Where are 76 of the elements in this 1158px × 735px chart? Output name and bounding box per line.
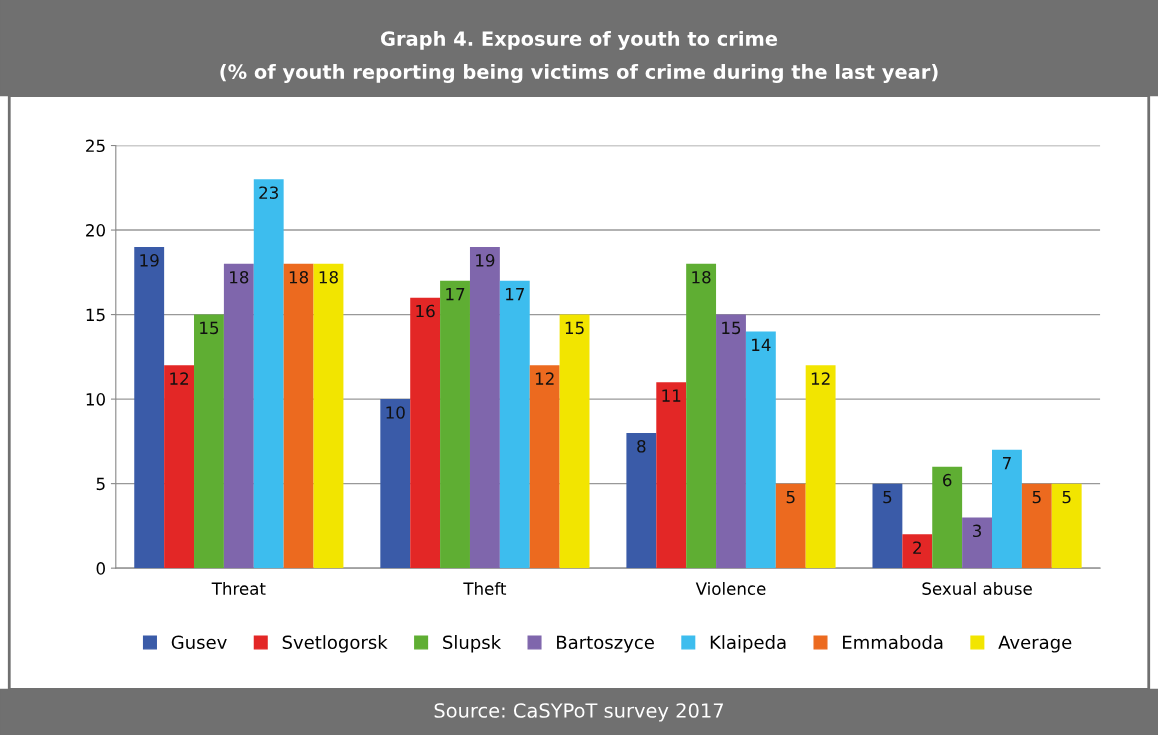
data-label: 10 bbox=[386, 406, 405, 419]
data-label: 8 bbox=[637, 439, 646, 453]
bar bbox=[626, 432, 657, 569]
data-label: 19 bbox=[476, 254, 495, 267]
legend-label: Bartoszyce bbox=[557, 635, 654, 653]
bar bbox=[283, 263, 314, 569]
bar bbox=[469, 246, 500, 569]
data-label: 5 bbox=[786, 490, 795, 504]
y-tick-label: 20 bbox=[86, 224, 105, 237]
legend-label: Slupsk bbox=[443, 635, 502, 653]
data-label: 15 bbox=[200, 321, 219, 335]
bar bbox=[499, 280, 530, 569]
legend-label: Klaipeda bbox=[710, 635, 786, 653]
legend-label: Gusev bbox=[171, 635, 227, 650]
data-label: 7 bbox=[1003, 457, 1011, 470]
bar bbox=[745, 331, 776, 569]
data-label: 5 bbox=[1062, 490, 1071, 504]
bar bbox=[1051, 483, 1082, 569]
source-note: Source: CaSYPoT survey 2017 bbox=[434, 703, 723, 722]
y-tick-label: 10 bbox=[86, 393, 105, 406]
data-label: 12 bbox=[811, 372, 830, 385]
legend-label: Svetlogorsk bbox=[282, 635, 388, 653]
data-label: 2 bbox=[913, 541, 921, 554]
x-tick-label: Violence bbox=[695, 582, 766, 595]
chart-title: Graph 4. Exposure of youth to crime bbox=[380, 30, 778, 50]
data-label: 18 bbox=[230, 270, 249, 284]
data-label: 12 bbox=[535, 372, 554, 385]
data-label: 14 bbox=[752, 338, 771, 351]
data-label: 5 bbox=[883, 490, 892, 504]
bar bbox=[380, 399, 411, 569]
data-label: 11 bbox=[662, 389, 681, 402]
data-label: 5 bbox=[1032, 490, 1041, 504]
bar bbox=[410, 297, 441, 569]
data-label: 23 bbox=[259, 186, 278, 199]
legend-label: Average bbox=[998, 635, 1072, 653]
data-label: 15 bbox=[722, 321, 741, 335]
bar bbox=[716, 314, 746, 569]
bar bbox=[440, 280, 470, 569]
chart-subtitle: (% of youth reporting being victims of crime during the last year) bbox=[220, 64, 938, 83]
bar bbox=[164, 365, 195, 569]
x-tick-label: Threat bbox=[211, 582, 266, 595]
data-label: 15 bbox=[565, 321, 584, 335]
data-label: 18 bbox=[289, 270, 309, 284]
x-tick-label: Theft bbox=[463, 582, 507, 595]
bar bbox=[962, 517, 992, 569]
data-label: 18 bbox=[319, 270, 338, 284]
bar bbox=[992, 449, 1022, 569]
data-label: 19 bbox=[140, 254, 159, 267]
bar bbox=[559, 314, 590, 569]
y-tick-label: 25 bbox=[86, 139, 105, 153]
bar bbox=[253, 179, 284, 569]
y-tick-label: 15 bbox=[86, 308, 105, 322]
data-label: 16 bbox=[416, 304, 435, 318]
bar bbox=[194, 314, 224, 569]
bar bbox=[223, 263, 254, 569]
data-label: 3 bbox=[973, 524, 982, 538]
data-label: 12 bbox=[170, 372, 189, 385]
bar bbox=[134, 246, 165, 569]
bar bbox=[932, 466, 963, 569]
data-label: 18 bbox=[692, 270, 711, 284]
y-tick-label: 0 bbox=[96, 562, 105, 575]
bar bbox=[1021, 483, 1052, 569]
bar bbox=[902, 534, 933, 569]
bar bbox=[775, 483, 806, 569]
data-label: 17 bbox=[506, 288, 524, 301]
data-label: 17 bbox=[446, 288, 465, 301]
bar bbox=[872, 483, 903, 569]
bar bbox=[805, 365, 836, 569]
bar bbox=[656, 382, 687, 569]
bar bbox=[686, 263, 717, 569]
y-tick-label: 5 bbox=[96, 477, 105, 491]
legend-label: Emmaboda bbox=[843, 635, 943, 650]
bar bbox=[313, 263, 344, 569]
data-label: 6 bbox=[943, 473, 952, 487]
x-tick-label: Sexual abuse bbox=[922, 582, 1032, 595]
bar bbox=[529, 365, 560, 569]
